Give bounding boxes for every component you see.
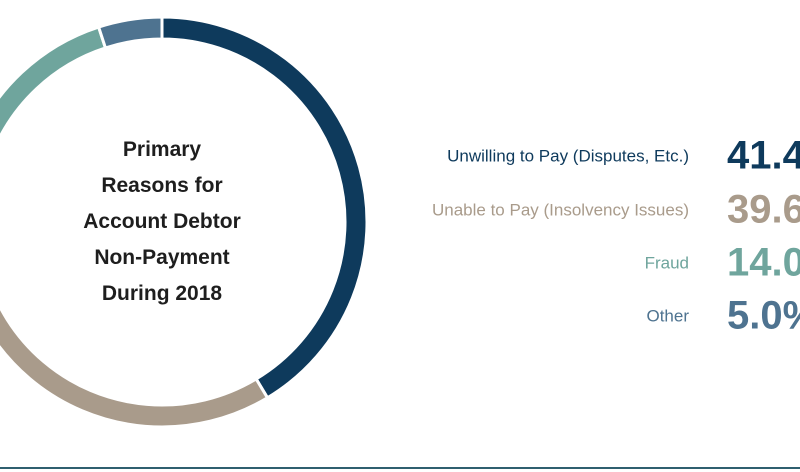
value-label: 5.0% bbox=[727, 294, 800, 338]
donut-segment bbox=[0, 303, 270, 429]
value-label: 41.4% bbox=[727, 134, 800, 178]
legend-label: Unable to Pay (Insolvency Issues) bbox=[432, 200, 689, 219]
legend-label: Unwilling to Pay (Disputes, Etc.) bbox=[447, 146, 689, 165]
donut-segment bbox=[96, 15, 164, 50]
legend-label: Other bbox=[646, 306, 689, 325]
chart-title: Primary Reasons for Account Debtor Non-P… bbox=[83, 138, 241, 305]
value-label: 39.6% bbox=[727, 188, 800, 232]
legend-label: Fraud bbox=[645, 253, 689, 272]
value-label: 14.0% bbox=[727, 241, 800, 285]
